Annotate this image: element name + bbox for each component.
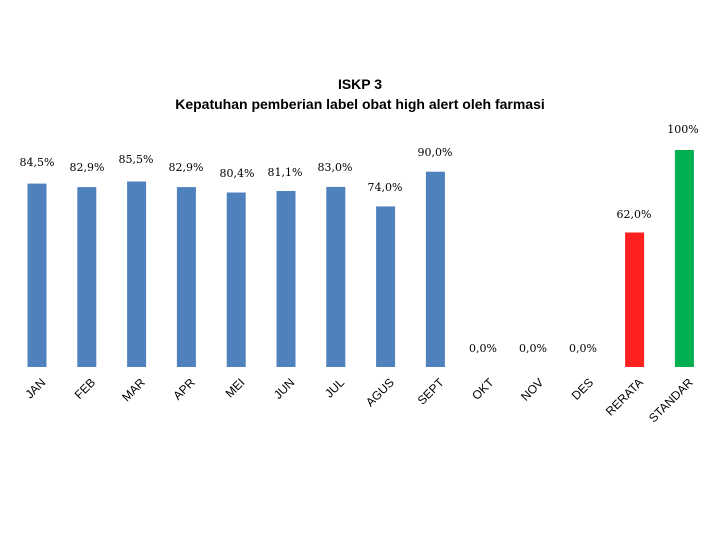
data-label-jan: 84,5% [20,156,55,169]
category-label-jul: JUL [322,375,347,400]
data-label-feb: 82,9% [70,161,105,174]
data-label-okt: 0,0% [469,342,497,355]
data-label-standar: 100% [667,123,698,136]
bar-jul [326,186,346,367]
bar-mei [226,192,246,367]
data-label-sept: 90,0% [418,146,453,159]
bar-agus [376,206,396,367]
data-label-des: 0,0% [569,342,597,355]
category-label-rerata: RERATA [603,375,646,418]
category-label-jan: JAN [22,375,48,401]
category-label-sept: SEPT [415,375,448,408]
bar-feb [77,187,97,367]
data-label-rerata: 62,0% [617,208,652,221]
bar-jan [27,183,47,367]
bar-standar [674,150,694,367]
data-label-jul: 83,0% [318,161,353,174]
bar-sept [425,171,445,367]
chart-title: ISKP 3 [337,76,383,92]
data-label-jun: 81,1% [268,166,303,179]
data-label-nov: 0,0% [519,342,547,355]
category-label-mei: MEI [223,375,248,400]
bar-mar [127,181,147,367]
data-label-apr: 82,9% [169,161,204,174]
category-label-des: DES [569,375,596,402]
bar-apr [176,187,196,367]
category-label-agus: AGUS [363,375,397,409]
bar-rerata [625,232,645,367]
data-label-mar: 85,5% [119,153,154,166]
bar-jun [276,191,296,367]
category-label-standar: STANDAR [646,375,696,425]
category-label-nov: NOV [518,375,546,403]
category-label-mar: MAR [119,375,148,404]
category-label-feb: FEB [72,375,98,401]
category-label-okt: OKT [469,375,497,403]
chart-subtitle: Kepatuhan pemberian label obat high aler… [175,96,545,112]
category-label-jun: JUN [271,375,297,401]
data-label-mei: 80,4% [220,167,255,180]
category-label-apr: APR [170,375,198,403]
data-label-agus: 74,0% [368,181,403,194]
